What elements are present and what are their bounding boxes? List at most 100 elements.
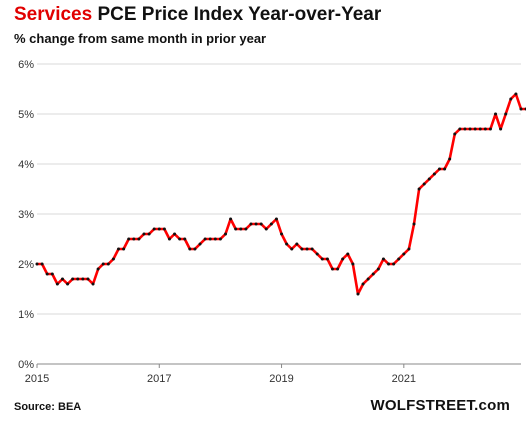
- data-point: [478, 127, 482, 131]
- data-point: [101, 262, 105, 266]
- data-point: [218, 237, 222, 241]
- data-point: [254, 222, 258, 226]
- data-point: [494, 112, 498, 116]
- data-point: [213, 237, 217, 241]
- data-point: [280, 232, 284, 236]
- data-point: [157, 227, 161, 231]
- data-point: [208, 237, 212, 241]
- data-point: [55, 282, 59, 286]
- data-point: [183, 237, 187, 241]
- data-point: [519, 107, 523, 111]
- data-point: [229, 217, 233, 221]
- x-tick-label: 2015: [25, 373, 49, 385]
- data-point: [60, 277, 64, 281]
- title-highlight: Services: [14, 4, 93, 25]
- data-point: [504, 112, 508, 116]
- data-point: [152, 227, 156, 231]
- data-point: [422, 182, 426, 186]
- data-point: [147, 232, 151, 236]
- data-point: [366, 277, 370, 281]
- data-point: [325, 257, 329, 261]
- data-point: [330, 267, 334, 271]
- data-point: [351, 262, 355, 266]
- data-point: [122, 247, 126, 251]
- x-tick-label: 2019: [269, 373, 293, 385]
- data-point: [483, 127, 487, 131]
- data-point: [371, 272, 375, 276]
- source-note: Source: BEA: [14, 401, 82, 413]
- data-point: [269, 222, 273, 226]
- data-point: [336, 267, 340, 271]
- data-point: [488, 127, 492, 131]
- data-point: [417, 187, 421, 191]
- data-point: [71, 277, 75, 281]
- data-point: [320, 257, 324, 261]
- y-tick-label: 3%: [18, 209, 34, 221]
- data-point: [203, 237, 207, 241]
- data-point: [305, 247, 309, 251]
- data-point: [132, 237, 136, 241]
- data-point: [285, 242, 289, 246]
- y-tick-label: 2%: [18, 259, 34, 271]
- data-point: [432, 172, 436, 176]
- data-point: [193, 247, 197, 251]
- data-point: [162, 227, 166, 231]
- data-point: [173, 232, 177, 236]
- data-point: [127, 237, 131, 241]
- x-tick-label: 2017: [147, 373, 171, 385]
- data-point: [50, 272, 54, 276]
- data-point: [35, 262, 39, 266]
- data-point: [453, 132, 457, 136]
- data-point: [346, 252, 350, 256]
- data-point: [40, 262, 44, 266]
- data-point: [315, 252, 319, 256]
- data-point: [458, 127, 462, 131]
- data-point: [117, 247, 121, 251]
- data-point: [443, 167, 447, 171]
- y-tick-label: 6%: [18, 59, 34, 71]
- data-point: [468, 127, 472, 131]
- chart-subtitle: % change from same month in prior year: [14, 31, 267, 46]
- data-point: [376, 267, 380, 271]
- data-point: [361, 282, 365, 286]
- data-point: [249, 222, 253, 226]
- data-point: [86, 277, 90, 281]
- data-point: [499, 127, 503, 131]
- data-point: [81, 277, 85, 281]
- data-point: [264, 227, 268, 231]
- data-point: [96, 267, 100, 271]
- data-point: [295, 242, 299, 246]
- data-point: [142, 232, 146, 236]
- data-point: [259, 222, 263, 226]
- data-point: [178, 237, 182, 241]
- data-point: [234, 227, 238, 231]
- data-point: [310, 247, 314, 251]
- data-point: [448, 157, 452, 161]
- data-point: [224, 232, 228, 236]
- data-point: [437, 167, 441, 171]
- data-point: [463, 127, 467, 131]
- data-point: [387, 262, 391, 266]
- axes: 0% 1% 2% 3% 4% 5% 6% 2015 2017 2019 2021: [18, 59, 521, 385]
- data-point: [473, 127, 477, 131]
- data-point: [300, 247, 304, 251]
- y-tick-label: 0%: [18, 359, 34, 371]
- data-point: [509, 97, 513, 101]
- series-group: [35, 92, 526, 296]
- data-point: [239, 227, 243, 231]
- data-point: [198, 242, 202, 246]
- data-point: [514, 92, 518, 96]
- data-point: [76, 277, 80, 281]
- data-point: [188, 247, 192, 251]
- data-point: [412, 222, 416, 226]
- data-point: [244, 227, 248, 231]
- data-point: [341, 257, 345, 261]
- y-tick-label: 1%: [18, 309, 34, 321]
- data-point: [111, 257, 115, 261]
- data-point: [137, 237, 141, 241]
- data-point: [274, 217, 278, 221]
- data-point: [381, 257, 385, 261]
- data-point: [106, 262, 110, 266]
- data-point: [402, 252, 406, 256]
